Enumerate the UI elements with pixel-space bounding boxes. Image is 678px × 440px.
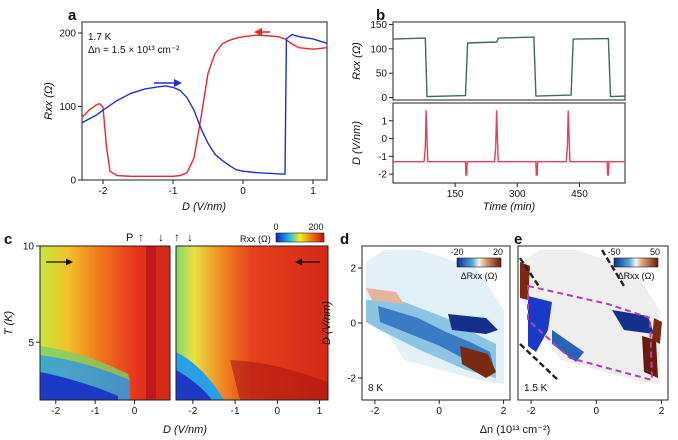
ylabel-d: D (V/nm): [321, 301, 333, 345]
panel-label-c: c: [4, 231, 12, 248]
y-axis-b-top-tick-label: 100: [370, 44, 387, 55]
sweep-arrow-c-right: ←: [295, 258, 320, 266]
y-axis-b-bottom-tick-label: 0: [381, 134, 387, 145]
heatmap-c-left: [40, 246, 170, 400]
panel-label-d: d: [340, 231, 349, 248]
panel-label-b: b: [376, 7, 385, 24]
y-axis-c-tick-label: 10: [23, 242, 35, 253]
sweep-arrow-c-left: →: [46, 258, 73, 266]
y-axis-a-tick-label: 0: [70, 176, 76, 187]
arrow-red-left: [254, 28, 270, 36]
x-axis-d-tick-label: 0: [436, 406, 442, 417]
colorbar-d-tick-1: 20: [493, 247, 503, 257]
panel-label-a: a: [68, 7, 77, 24]
guide-dashed-lines-e: [519, 249, 654, 382]
colorbar-d: [456, 257, 502, 268]
colorbar-e-tick-0: -50: [607, 247, 620, 257]
marker-p: P: [126, 232, 133, 244]
x-axis-c-left-tick-label: -2: [51, 406, 60, 417]
x-axis-e-tick-label: -2: [527, 406, 536, 417]
rxx-time-line: [393, 36, 625, 98]
colorbar-c-tick-1: 200: [308, 222, 323, 232]
y-axis-b-top-tick-label: 50: [376, 69, 388, 80]
ylabel-b-bottom: D (V/nm): [351, 121, 363, 165]
annotation-temp-a: 1.7 K: [88, 32, 112, 43]
panel-label-e: e: [514, 231, 522, 248]
colorbar-d-label: ΔRxx (Ω): [461, 271, 498, 281]
x-axis-a-tick-label: -1: [169, 186, 178, 197]
y-axis-c-tick-label: 5: [28, 338, 34, 349]
x-axis-b-tick-label: 150: [447, 189, 464, 200]
heatmap-c-right: [176, 246, 328, 400]
marker-up-1: ↑: [138, 230, 144, 244]
x-axis-c-right-tick-label: 1: [317, 406, 323, 417]
xlabel-de: Δn (10¹³ cm⁻²): [480, 424, 551, 436]
x-axis-c-right-tick-label: 0: [275, 406, 281, 417]
y-axis-d-tick-label: -2: [347, 374, 356, 385]
x-axis-c-left-tick-label: -1: [91, 406, 100, 417]
y-axis-d-tick-label: 0: [350, 319, 356, 330]
y-axis-d-tick-label: 2: [350, 264, 356, 275]
y-axis-b-bottom-tick-label: 1: [381, 116, 387, 127]
x-axis-a-tick-label: 0: [240, 186, 246, 197]
marker-down-1: ↓: [158, 230, 164, 244]
d-time-line: [393, 110, 625, 176]
svg-text:←: ←: [302, 262, 303, 264]
y-axis-b-top-tick-label: 150: [370, 20, 387, 31]
x-axis-d-tick-label: 2: [501, 406, 507, 417]
marker-up-2: ↑: [174, 230, 180, 244]
x-axis-d-tick-label: -2: [370, 406, 379, 417]
ylabel-b-top: Rxx (Ω): [351, 42, 363, 80]
axes-frame-c-right: [175, 245, 329, 401]
y-axis-a-tick-label: 100: [59, 102, 76, 113]
xlabel-c: D (V/nm): [163, 424, 207, 436]
y-axis-b-bottom-tick-label: -1: [378, 152, 387, 163]
y-axis-a-tick-label: 200: [59, 29, 76, 40]
colorbar-d-tick-0: -20: [450, 247, 463, 257]
x-axis-b-tick-label: 450: [571, 189, 588, 200]
series-blue-line: [82, 33, 327, 175]
ylabel-a: Rxx (Ω): [43, 82, 55, 120]
axes-frame-b-bottom: [392, 102, 626, 184]
heatmap-d: [366, 250, 504, 384]
xlabel-b: Time (min): [483, 201, 536, 213]
annotation-e: 1.5 K: [524, 383, 548, 394]
x-axis-c-right-tick-label: -2: [188, 406, 197, 417]
x-axis-e-tick-label: 0: [593, 406, 599, 417]
annotation-d: 8 K: [368, 383, 383, 394]
y-axis-b-bottom-tick-label: -2: [378, 170, 387, 181]
axes-frame-b-top: [392, 21, 626, 101]
colorbar-c-label: Rxx (Ω): [240, 234, 271, 244]
annotation-dn-a: Δn = 1.5 × 10¹³ cm⁻²: [88, 45, 180, 56]
colorbar-c-tick-0: 0: [273, 222, 278, 232]
series-red-line: [82, 34, 327, 178]
axes-frame-c-left: [39, 245, 171, 401]
svg-text:→: →: [46, 262, 47, 264]
colorbar-c: [275, 232, 325, 243]
ylabel-c: T (K): [3, 310, 15, 335]
heatmap-e: [520, 250, 662, 384]
xlabel-a: D (V/nm): [182, 201, 226, 213]
arrow-blue-right: [154, 79, 182, 87]
x-axis-c-right-tick-label: -1: [231, 406, 240, 417]
y-axis-b-top-tick-label: 0: [381, 93, 387, 104]
x-axis-b-tick-label: 300: [509, 189, 526, 200]
colorbar-e: [613, 257, 659, 268]
x-axis-e-tick-label: 2: [659, 406, 665, 417]
axes-frame-a: [81, 21, 328, 181]
marker-down-2: ↓: [187, 230, 193, 244]
x-axis-c-left-tick-label: 0: [132, 406, 138, 417]
x-axis-a-tick-label: 1: [310, 186, 316, 197]
colorbar-e-tick-1: 50: [650, 247, 660, 257]
x-axis-a-tick-label: -2: [99, 186, 108, 197]
colorbar-e-label: ΔRxx (Ω): [618, 271, 655, 281]
